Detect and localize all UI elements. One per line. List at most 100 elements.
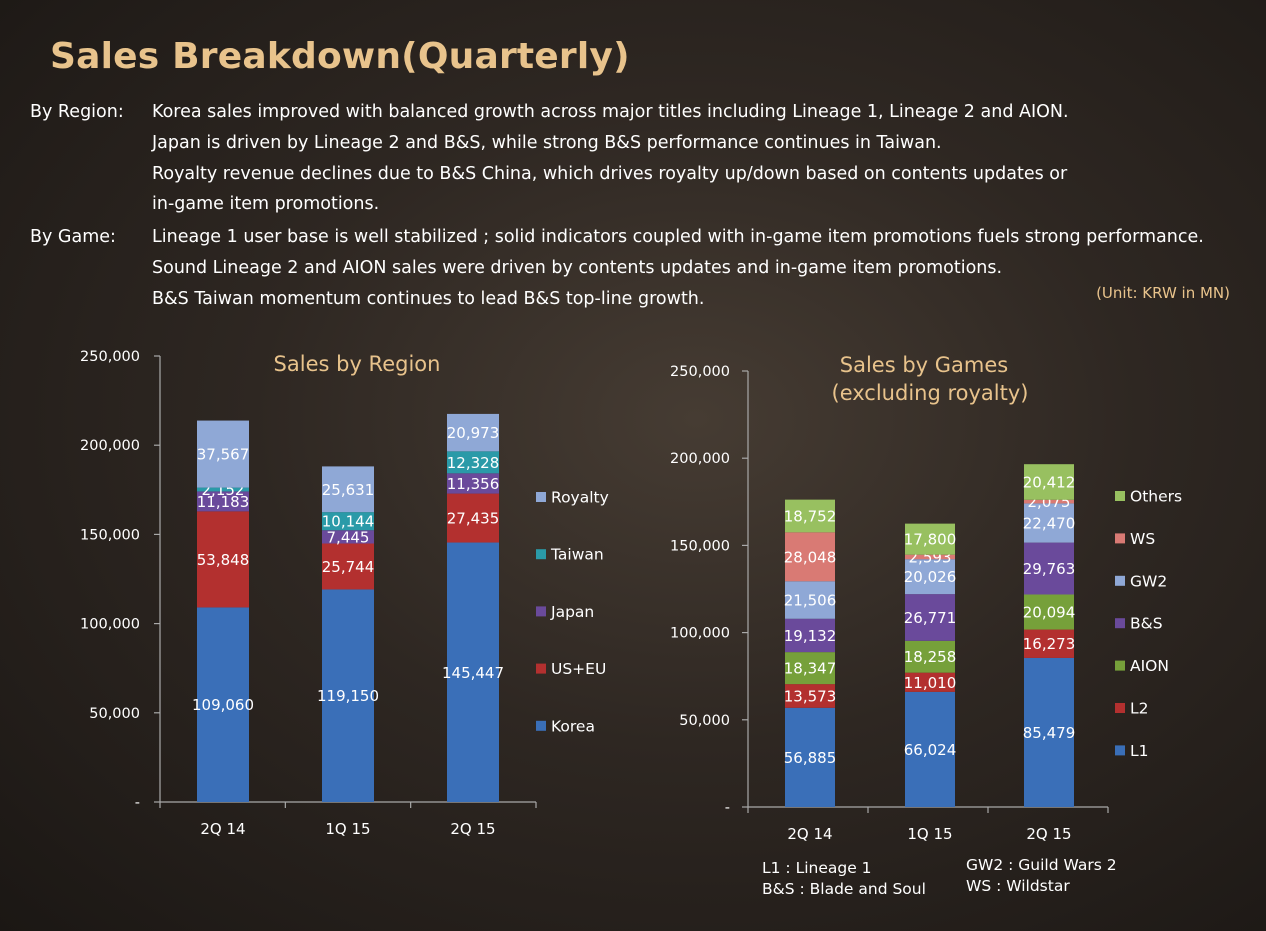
bar-segment-b-s [785,618,835,653]
legend-swatch [1115,533,1125,544]
bar-segment-l1 [785,707,835,807]
y-tick-label: 200,000 [80,438,140,454]
bar-segment-japan [322,530,374,544]
by-game-line: Lineage 1 user base is well stabilized ;… [152,227,1204,247]
data-label: 29,763 [1023,560,1076,578]
footnote-bs: B&S : Blade and Soul [762,880,926,898]
by-game-line: Sound Lineage 2 and AION sales were driv… [152,258,1003,278]
by-region-line: in-game item promotions. [152,194,380,214]
data-label: 28,048 [784,548,837,566]
by-region-line: Royalty revenue declines due to B&S Chin… [152,164,1068,184]
bar-segment-gw2 [1024,503,1074,543]
bar-segment-royalty [322,466,374,513]
legend-label: US+EU [551,660,606,678]
data-label: 11,010 [904,674,957,692]
legend-swatch [1115,491,1125,501]
data-label: 53,848 [197,551,250,569]
data-label: 12,328 [447,454,500,472]
data-label: 18,258 [904,648,957,666]
data-label: 27,435 [447,510,500,528]
legend-label: Korea [551,717,595,735]
data-label: 11,356 [447,475,500,493]
legend-label: Others [1130,488,1182,506]
data-label: 13,573 [784,687,837,705]
bar-segment-ws [905,554,955,560]
y-tick-label: - [725,800,730,816]
bar-segment-royalty [447,413,499,452]
data-label: 11,183 [197,493,250,511]
data-label: 26,771 [904,609,957,627]
chart-title: Sales by Region [274,352,441,376]
bar-segment-ws [1024,499,1074,504]
data-label: 66,024 [904,741,957,759]
data-label: 22,470 [1023,515,1076,533]
chart-subtitle: (excluding royalty) [832,381,1029,405]
data-label: 109,060 [192,696,254,714]
legend-label: Japan [550,603,594,621]
data-label: 25,631 [322,481,375,499]
legend-label: GW2 [1130,572,1167,590]
bar-segment-others [1024,464,1074,500]
bar-segment-royalty [197,420,249,488]
data-label: 10,144 [322,513,375,531]
legend-swatch [1115,575,1125,586]
bar-segment-us-eu [447,493,499,543]
by-region-line: Korea sales improved with balanced growt… [152,102,1069,122]
legend-label: L1 [1130,742,1149,760]
y-tick-label: 50,000 [679,713,730,729]
data-label: 85,479 [1023,724,1076,742]
legend-swatch [536,492,546,502]
bar-segment-taiwan [322,512,374,531]
bar-segment-aion [905,640,955,673]
data-label: 119,150 [317,687,379,705]
bar-segment-gw2 [905,559,955,595]
data-label: 18,752 [784,507,837,525]
data-label: 21,506 [784,592,837,610]
y-tick-label: 250,000 [80,349,140,365]
by-game-label: By Game: [30,227,116,247]
bar-segment-ws [785,532,835,582]
by-region-line: Japan is driven by Lineage 2 and B&S, wh… [152,133,942,153]
y-tick-label: 200,000 [670,451,730,467]
data-label: 145,447 [442,664,504,682]
bar-segment-japan [197,491,249,512]
data-label: 17,800 [904,531,957,549]
footnote-l1: L1 : Lineage 1 [762,859,872,877]
legend-swatch [536,720,546,731]
legend-swatch [1115,745,1125,756]
y-tick-label: 50,000 [89,706,140,722]
bar-segment-others [785,499,835,533]
legend-label: B&S [1130,615,1163,633]
data-label: 18,347 [784,660,837,678]
y-tick-label: 100,000 [80,617,140,633]
bar-segment-l2 [785,684,835,708]
legend-swatch [536,549,546,560]
legend-swatch [1115,618,1125,629]
bar-segment-taiwan [447,451,499,474]
y-tick-label: 150,000 [670,538,730,554]
bar-segment-korea [447,542,499,802]
bar-segment-korea [197,607,249,802]
bar-segment-korea [322,589,374,802]
bar-segment-l2 [1024,629,1074,658]
legend-label: WS [1130,530,1155,548]
data-label: 20,412 [1023,473,1076,491]
bar-segment-l1 [1024,657,1074,807]
y-tick-label: - [135,795,140,811]
page-title: Sales Breakdown(Quarterly) [50,36,630,77]
chart-title: Sales by Games [840,353,1008,377]
legend-swatch [536,663,546,674]
bar-segment-taiwan [197,487,249,492]
data-label: 19,132 [784,627,837,645]
bar-segment-us-eu [322,543,374,590]
y-tick-label: 250,000 [670,364,730,380]
footnote-gw2: GW2 : Guild Wars 2 [966,856,1117,874]
bar-segment-aion [1024,594,1074,630]
x-tick-label: 2Q 15 [1026,825,1071,843]
x-tick-label: 2Q 14 [787,825,832,843]
data-label: 20,094 [1023,604,1076,622]
legend-swatch [1115,660,1125,671]
data-label: 56,885 [784,749,837,767]
footnote-ws: WS : Wildstar [966,877,1070,895]
